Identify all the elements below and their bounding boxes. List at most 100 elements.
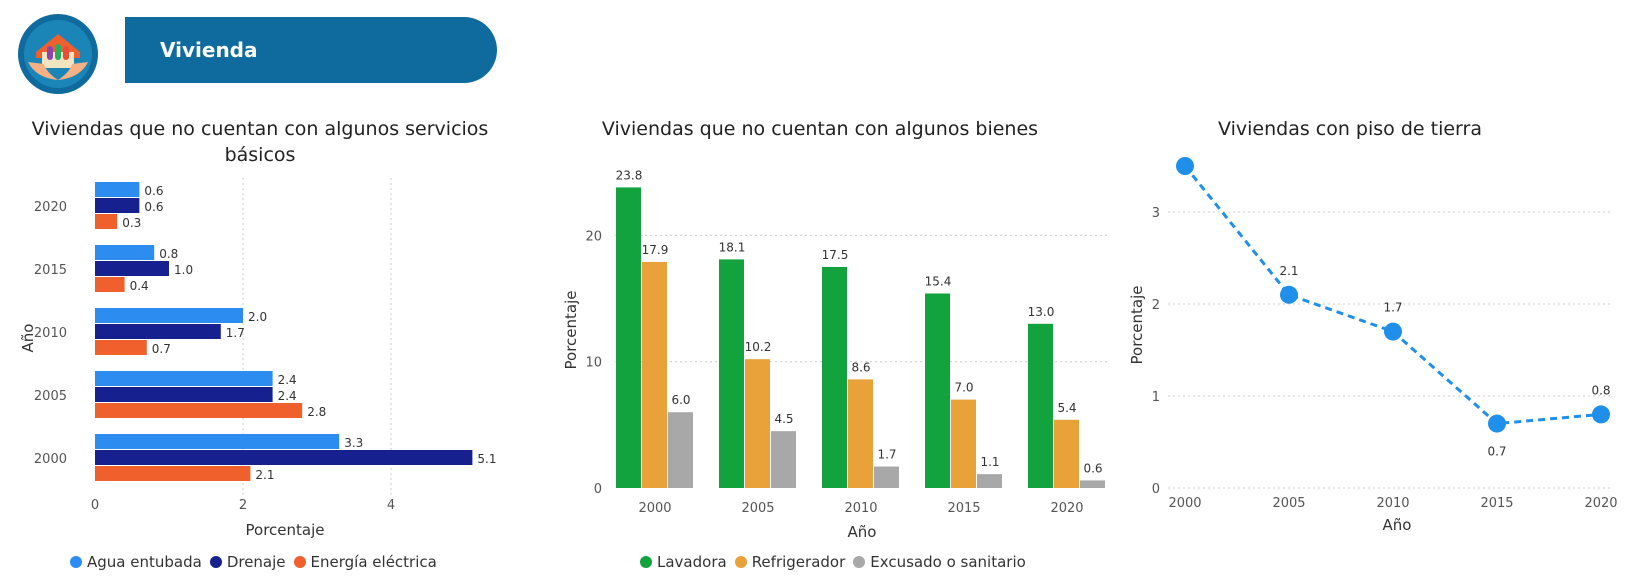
chart3-title: Viviendas con piso de tierra (1218, 118, 1482, 140)
bar (95, 434, 340, 449)
legend-dot (293, 556, 306, 568)
data-label: 5.4 (1057, 401, 1076, 415)
bar (951, 399, 976, 488)
bar (1080, 480, 1105, 488)
y-tick-label: 3 (1152, 206, 1160, 221)
bar (95, 261, 169, 276)
x-tick-label: 2000 (638, 501, 671, 516)
bar (95, 214, 118, 229)
bar (977, 474, 1002, 488)
chart2-legend: Lavadora Refrigerador Excusado o sanitario (640, 553, 1034, 571)
bar (745, 359, 770, 488)
data-label: 0.3 (122, 216, 141, 230)
bar (95, 277, 125, 292)
bar (95, 340, 147, 355)
data-label: 7.0 (954, 381, 973, 395)
bar (95, 403, 303, 418)
legend-item: Agua entubada (70, 553, 202, 571)
bar (95, 182, 140, 197)
x-tick-label: 2010 (1376, 496, 1409, 511)
x-tick-label: 2015 (1480, 496, 1513, 511)
data-label: 6.0 (671, 393, 690, 407)
data-label: 13.0 (1028, 305, 1055, 319)
data-label: 0.6 (144, 184, 163, 198)
x-tick-label: 4 (387, 498, 395, 513)
bar (925, 293, 950, 488)
data-label: 17.5 (822, 248, 849, 262)
series-line (1183, 165, 1602, 426)
data-label: 0.8 (159, 247, 178, 261)
bar (95, 245, 155, 260)
legend-item: Refrigerador (734, 553, 846, 571)
x-axis-title: Año (848, 523, 877, 541)
data-label: 2.1 (255, 468, 274, 482)
data-point (1280, 285, 1298, 304)
y-tick-label: 2000 (34, 452, 67, 467)
bar (95, 324, 221, 339)
legend-dot (853, 556, 866, 568)
data-label: 17.9 (642, 243, 669, 257)
data-point (1592, 405, 1610, 424)
data-label: 3.3 (344, 436, 363, 450)
y-tick-label: 10 (585, 356, 602, 371)
bar (668, 412, 693, 488)
data-label: 4.5 (774, 412, 793, 426)
legend-label: Excusado o sanitario (870, 553, 1026, 571)
data-label: 1.0 (174, 263, 193, 277)
legend-dot (734, 556, 747, 568)
chart1-legend: Agua entubada Drenaje Energía eléctrica (70, 553, 445, 571)
chart1-title: Viviendas que no cuentan con algunos ser… (31, 118, 489, 166)
data-label: 1.7 (1383, 301, 1402, 315)
bar (719, 259, 744, 488)
legend-dot (209, 556, 222, 568)
page-title: Vivienda (160, 38, 258, 62)
house-hands-icon (18, 14, 98, 94)
data-point (1488, 414, 1506, 433)
bar (95, 466, 251, 481)
bar (95, 371, 273, 386)
legend-item: Excusado o sanitario (853, 553, 1026, 571)
data-label: 2.4 (278, 373, 297, 387)
legend-label: Refrigerador (751, 553, 846, 571)
data-label: 0.8 (1591, 383, 1610, 397)
x-tick-label: 2005 (1272, 496, 1305, 511)
y-axis-title: Porcentaje (1128, 286, 1146, 365)
y-tick-label: 2015 (34, 263, 67, 278)
header-banner (125, 17, 497, 83)
legend-item: Drenaje (209, 553, 286, 571)
y-tick-label: 0 (1152, 482, 1160, 497)
legend-label: Drenaje (226, 553, 286, 571)
data-point (1176, 157, 1194, 175)
bar (95, 308, 243, 323)
data-label: 2.8 (307, 405, 326, 419)
data-label: 0.4 (130, 279, 149, 293)
data-label: 1.7 (877, 448, 896, 462)
data-label: 0.7 (152, 342, 171, 356)
data-label: 8.6 (851, 360, 870, 374)
bar (95, 387, 273, 402)
legend-label: Lavadora (657, 553, 727, 571)
data-label: 1.7 (226, 326, 245, 340)
data-label: 23.8 (616, 168, 643, 182)
y-tick-label: 2010 (34, 326, 67, 341)
data-label: 2.0 (248, 310, 267, 324)
x-tick-label: 2005 (741, 501, 774, 516)
y-tick-label: 0 (594, 482, 602, 497)
header: Vivienda (0, 0, 520, 110)
data-label: 15.4 (925, 274, 952, 288)
x-tick-label: 0 (91, 498, 99, 513)
data-point (1384, 322, 1402, 341)
y-tick-label: 20 (585, 229, 602, 244)
data-label: 5.1 (477, 452, 496, 466)
bar (1054, 419, 1079, 488)
chart2-title: Viviendas que no cuentan con algunos bie… (601, 118, 1039, 140)
y-tick-label: 1 (1152, 390, 1160, 405)
legend-item: Energía eléctrica (293, 553, 437, 571)
legend-item: Lavadora (640, 553, 727, 571)
x-axis-title: Porcentaje (246, 521, 325, 539)
bar (95, 198, 140, 213)
data-label: 1.1 (980, 455, 999, 469)
legend-dot (70, 556, 82, 568)
